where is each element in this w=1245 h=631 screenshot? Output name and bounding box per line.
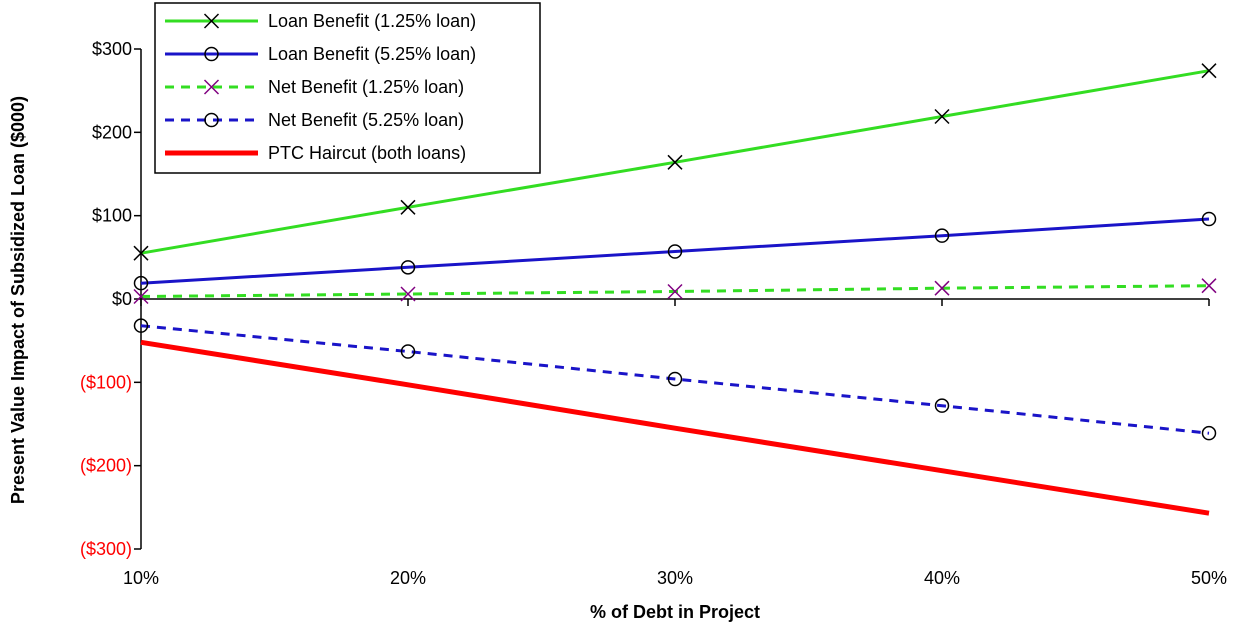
series-layer	[133, 63, 1217, 516]
data-point-1	[1201, 63, 1217, 79]
data-point-3	[133, 288, 149, 305]
marker-stroke	[203, 79, 220, 95]
marker-stroke	[133, 245, 149, 261]
legend: Loan Benefit (1.25% loan) Loan Benefit (5…	[154, 2, 541, 174]
marker-stroke	[203, 13, 220, 29]
data-point-3	[934, 280, 950, 296]
legend-label: PTC Haircut (both loans)	[268, 143, 466, 163]
legend-marker	[204, 46, 219, 62]
legend-entry: Net Benefit (1.25% loan)	[165, 77, 464, 97]
data-point-4	[1201, 425, 1217, 441]
data-point-3	[1201, 278, 1217, 294]
data-point-4	[667, 371, 683, 387]
y-tick-label: $100	[92, 206, 132, 226]
marker-stroke	[400, 286, 416, 302]
y-tick-label: $0	[112, 289, 132, 309]
marker-stroke	[667, 154, 683, 170]
data-point-4	[400, 344, 416, 359]
marker-stroke	[400, 199, 416, 215]
marker-stroke	[133, 288, 149, 305]
data-point-1	[934, 108, 950, 125]
series-line-2	[140, 217, 1210, 285]
series-line-4	[140, 324, 1210, 435]
data-point-2	[133, 275, 149, 291]
marker-stroke	[1201, 63, 1217, 79]
legend-label: Net Benefit (1.25% loan)	[268, 77, 464, 97]
y-tick-label: $200	[92, 122, 132, 142]
data-point-2	[400, 260, 416, 275]
x-tick-label: 20%	[390, 568, 426, 588]
x-tick-label: 30%	[657, 568, 693, 588]
legend-label: Loan Benefit (1.25% loan)	[268, 11, 476, 31]
data-point-2	[934, 228, 950, 243]
legend-entry: Loan Benefit (1.25% loan)	[165, 11, 476, 31]
data-point-4	[934, 398, 950, 413]
data-point-1	[667, 154, 683, 170]
y-tick-label: ($100)	[80, 372, 132, 392]
legend-entry: PTC Haircut (both loans)	[165, 143, 466, 163]
legend-marker	[203, 79, 220, 95]
marker-stroke	[934, 108, 950, 125]
y-tick-label: ($300)	[80, 539, 132, 559]
legend-marker	[204, 112, 219, 128]
x-tick-label: 40%	[924, 568, 960, 588]
legend-marker	[203, 13, 220, 29]
data-point-1	[400, 199, 416, 215]
series-line-5	[140, 339, 1210, 516]
marker-stroke	[934, 280, 950, 296]
x-tick-label: 50%	[1191, 568, 1227, 588]
x-axis-title: % of Debt in Project	[590, 602, 760, 622]
legend-label: Net Benefit (5.25% loan)	[268, 110, 464, 130]
legend-entry: Loan Benefit (5.25% loan)	[165, 44, 476, 64]
data-point-2	[667, 244, 683, 259]
y-axis-title: Present Value Impact of Subsidized Loan …	[8, 96, 28, 504]
data-point-3	[667, 283, 683, 300]
data-point-2	[1201, 211, 1217, 227]
legend-label: Loan Benefit (5.25% loan)	[268, 44, 476, 64]
y-tick-label: ($200)	[80, 456, 132, 476]
marker-stroke	[1201, 278, 1217, 294]
marker-stroke	[667, 283, 683, 300]
axes: $300 $200 $100 $0 ($100) ($200) ($300) 10% 20% 30…	[80, 39, 1227, 588]
data-point-1	[133, 245, 149, 261]
y-tick-label: $300	[92, 39, 132, 59]
legend-entry: Net Benefit (5.25% loan)	[165, 110, 464, 130]
data-point-4	[133, 318, 149, 333]
x-tick-label: 10%	[123, 568, 159, 588]
data-point-3	[400, 286, 416, 302]
